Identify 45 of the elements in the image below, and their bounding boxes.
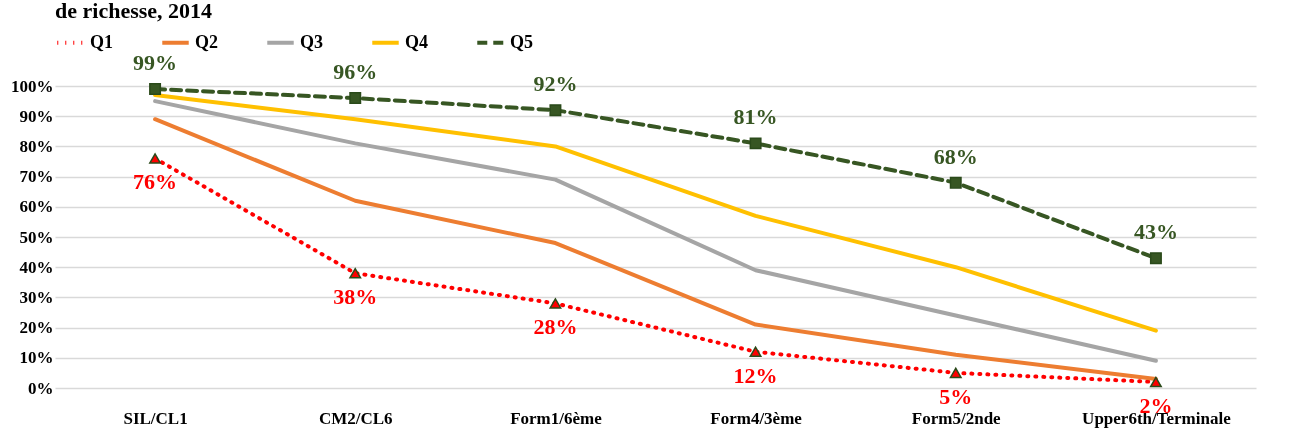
legend-label: Q4 [405,31,429,52]
x-tick-label: Form5/2nde [911,408,1002,428]
data-label: 12% [733,362,778,388]
point [149,153,162,164]
point [1149,376,1162,388]
point [549,298,562,309]
data-label: 5% [939,383,973,409]
x-tick-label: Form1/6ème [510,408,603,428]
legend-label: Q2 [195,31,219,52]
data-label: 68% [933,143,978,169]
data-label: 99% [133,50,178,76]
y-tick-label: 30% [19,287,54,307]
point [349,267,362,279]
y-tick-label: 20% [19,318,54,338]
x-tick-label: CM2/CL6 [318,408,393,428]
data-label: 43% [1133,219,1178,245]
y-tick-label: 70% [19,167,54,187]
point [549,104,562,117]
y-tick-label: 10% [19,348,54,368]
data-label: 28% [533,314,578,340]
point [349,92,362,105]
x-tick-label: Form4/3ème [710,408,803,428]
y-tick-label: 100% [11,76,54,96]
y-tick-label: 50% [19,227,54,247]
data-label: 92% [533,71,578,97]
point [749,137,762,150]
chart-title: de richesse, 2014 [55,0,213,23]
point [1149,252,1162,265]
data-label: 38% [333,284,378,310]
point [949,176,962,189]
legend-label: Q1 [90,31,114,52]
data-label: 76% [133,169,178,195]
y-tick-label: 90% [19,106,54,126]
point [149,83,162,96]
y-tick-label: 80% [19,136,54,156]
legend-label: Q3 [300,31,324,52]
x-tick-label: SIL/CL1 [123,408,188,428]
point [749,346,762,358]
y-tick-label: 0% [28,378,54,398]
legend-label: Q5 [510,31,534,52]
y-tick-label: 60% [19,197,54,217]
data-label: 96% [333,59,378,85]
y-tick-label: 40% [19,257,54,277]
point [949,367,962,379]
data-label: 81% [733,104,778,130]
